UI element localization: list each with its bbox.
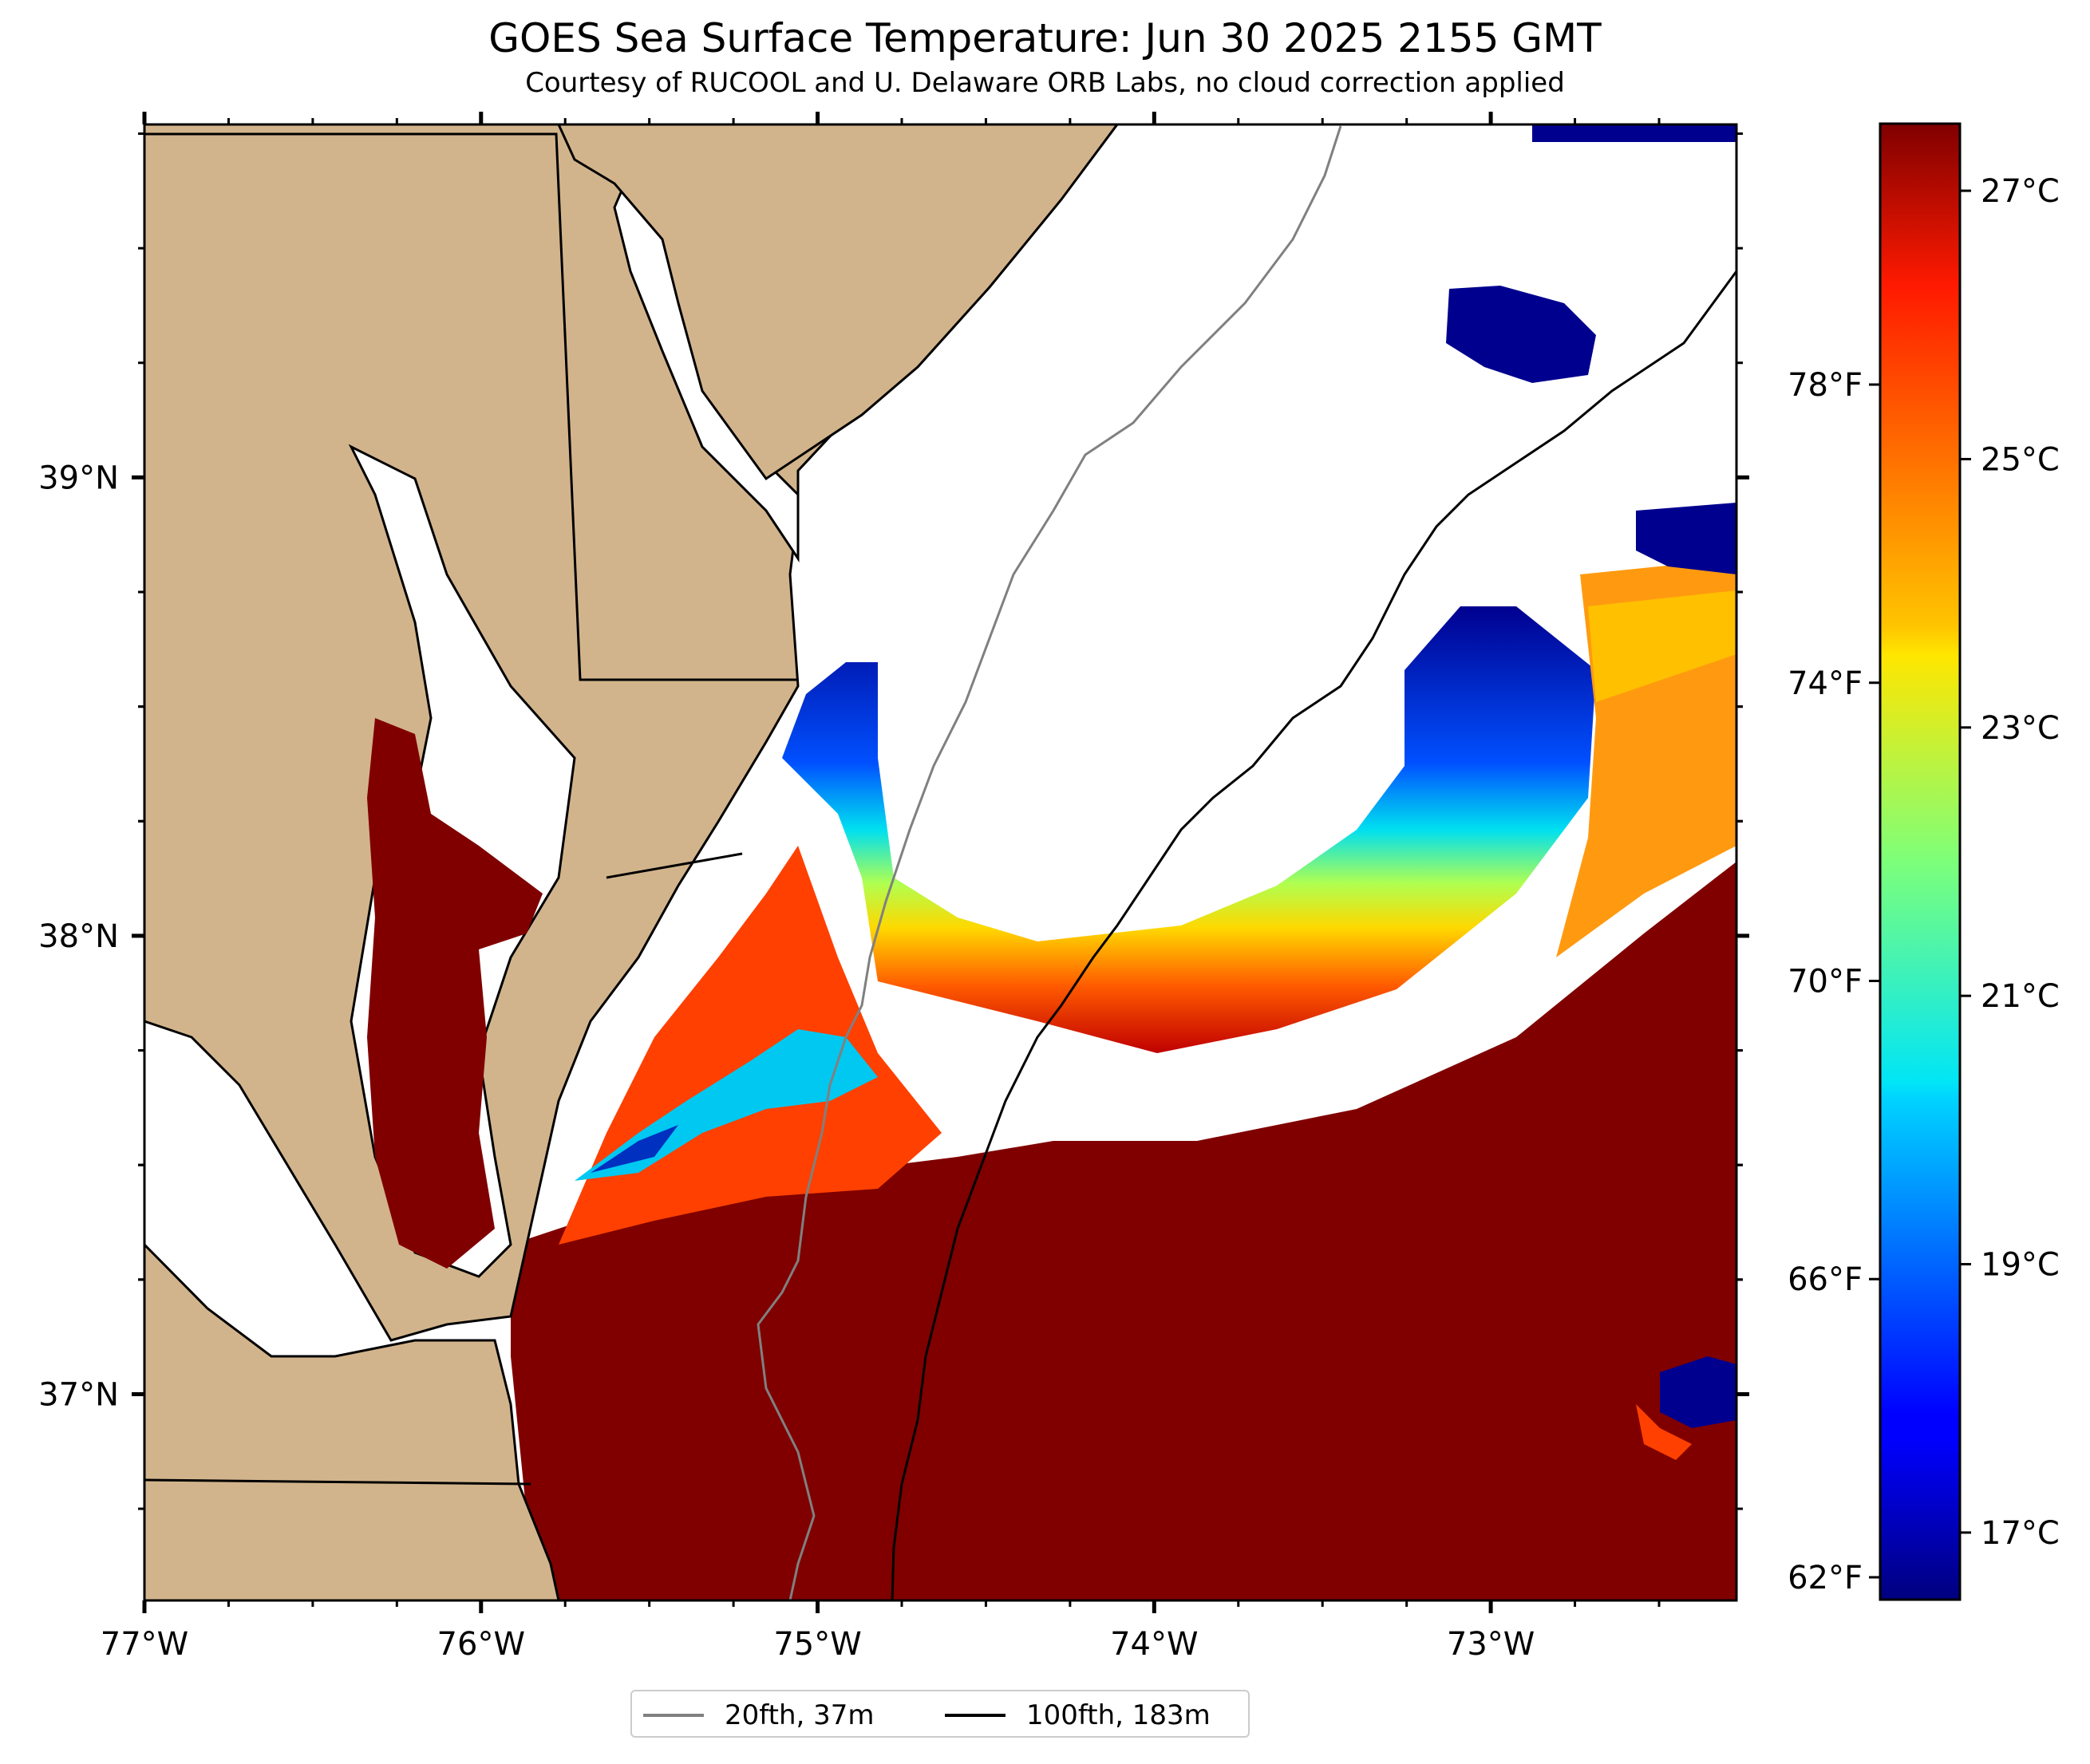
map-title: GOES Sea Surface Temperature: Jun 30 202…: [488, 15, 1602, 61]
colorbar-fahrenheit-ticks: 62°F 66°F 70°F 74°F 78°F: [1788, 367, 1880, 1596]
lat-tick-label: 38°N: [38, 918, 119, 955]
colorbar-fahrenheit-label: 66°F: [1788, 1261, 1863, 1298]
colorbar-celsius-label: 21°C: [1981, 978, 2060, 1015]
map-frame: [143, 123, 1738, 1602]
state-border-va-nc: [144, 1478, 531, 1486]
lon-tick-label: 76°W: [437, 1626, 525, 1663]
colorbar-celsius-label: 17°C: [1981, 1515, 2060, 1552]
cold-patch-northeast: [1532, 124, 1736, 142]
lat-tick-label: 39°N: [38, 460, 119, 496]
legend-item-100fth: 100fth, 183m: [945, 1698, 1211, 1733]
colorbar-celsius-label: 27°C: [1981, 173, 2060, 210]
lon-tick-label: 75°W: [773, 1626, 861, 1663]
state-border-md-de: [144, 132, 798, 681]
legend-label-100fth: 100fth, 183m: [1026, 1699, 1211, 1731]
legend-label-20fth: 20fth, 37m: [725, 1699, 875, 1731]
cold-patch-southeast: [1660, 1356, 1736, 1428]
warm-water-region: [511, 862, 1736, 1600]
colorbar-fahrenheit-label: 62°F: [1788, 1560, 1863, 1596]
state-border-md-va: [606, 852, 743, 879]
southern-land: [144, 1242, 560, 1600]
colorbar-celsius-label: 25°C: [1981, 441, 2060, 478]
colorbar: [1879, 122, 1962, 1601]
colorbar-celsius-label: 23°C: [1981, 710, 2060, 747]
latitude-ticks: 39°N 38°N 37°N: [38, 132, 1749, 1510]
colorbar-fahrenheit-label: 74°F: [1788, 665, 1863, 702]
shelf-front: [782, 606, 1596, 1053]
legend-item-20fth: 20fth, 37m: [643, 1698, 875, 1733]
chesapeake-bay-warm-fill: [367, 718, 543, 1269]
contour-20fth: [757, 125, 1342, 1600]
lon-tick-label: 73°W: [1447, 1626, 1535, 1663]
lon-tick-label: 77°W: [101, 1626, 188, 1663]
longitude-ticks: 77°W 76°W 75°W 74°W 73°W: [101, 112, 1661, 1663]
slope-warm-water-south: [1588, 590, 1736, 702]
contour-100fth: [891, 270, 1736, 1600]
lat-tick-label: 37°N: [38, 1376, 119, 1413]
coastal-cold-eddy-core: [591, 1125, 678, 1173]
colorbar-celsius-label: 19°C: [1981, 1247, 2060, 1284]
cold-patch-offshore-1: [1446, 286, 1596, 383]
colorbar-fahrenheit-label: 70°F: [1788, 963, 1863, 1000]
colorbar-celsius-ticks: 17°C 19°C 21°C 23°C 25°C 27°C: [1960, 173, 2060, 1552]
new-jersey-land: [557, 124, 1119, 481]
legend-swatch-100fth: [945, 1714, 1005, 1717]
map-area: [144, 124, 1736, 1600]
map-subtitle: Courtesy of RUCOOL and U. Delaware ORB L…: [525, 67, 1565, 99]
colorbar-fahrenheit-label: 78°F: [1788, 367, 1863, 404]
contour-legend: 20fth, 37m 100fth, 183m: [630, 1690, 1250, 1738]
cold-patch-offshore-2: [1636, 503, 1736, 574]
legend-swatch-20fth: [643, 1714, 704, 1717]
cold-patch-southeast-rim: [1636, 1404, 1692, 1460]
lon-tick-label: 74°W: [1110, 1626, 1198, 1663]
